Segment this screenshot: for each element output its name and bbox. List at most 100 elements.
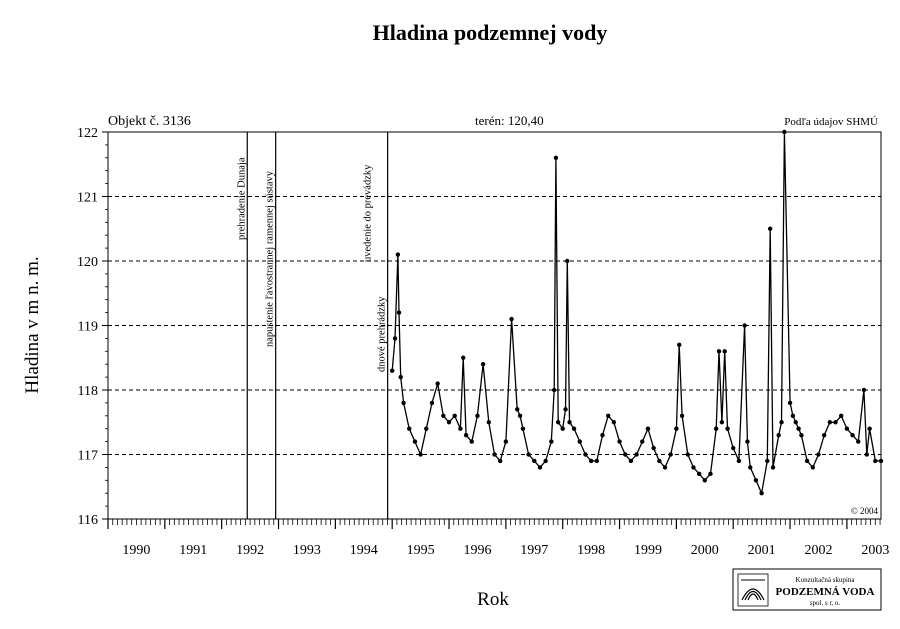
data-point	[668, 452, 673, 457]
copyright-text: © 2004	[851, 506, 879, 516]
data-point	[407, 426, 412, 431]
data-point	[844, 426, 850, 431]
data-point	[861, 387, 867, 393]
data-point	[543, 458, 548, 464]
data-point	[480, 362, 486, 367]
data-point	[401, 400, 406, 406]
x-tick-label: 1997	[520, 543, 548, 558]
y-axis: 116 117 118 119 120 121 122	[77, 126, 108, 528]
data-point	[767, 226, 773, 231]
data-point	[787, 400, 793, 406]
data-point	[594, 458, 600, 464]
data-point	[679, 413, 685, 418]
object-label: Objekt č. 3136	[108, 114, 191, 129]
data-point	[435, 381, 440, 386]
data-point	[736, 458, 742, 464]
gridlines	[108, 196, 881, 455]
data-point	[674, 426, 679, 431]
data-point	[827, 420, 833, 425]
data-point	[745, 439, 750, 444]
data-point	[617, 439, 622, 444]
data-point	[651, 445, 656, 451]
data-point	[583, 452, 588, 457]
x-tick-label: 1992	[236, 543, 264, 558]
data-point	[551, 387, 557, 393]
data-point	[685, 452, 690, 457]
data-point	[412, 439, 418, 444]
data-point	[537, 465, 543, 470]
x-tick-label: 2002	[804, 543, 832, 558]
data-point	[492, 452, 497, 457]
data-point	[441, 413, 446, 418]
data-point	[398, 374, 403, 380]
data-point	[475, 413, 480, 418]
data-point	[716, 349, 722, 354]
data-point	[446, 420, 452, 425]
data-point	[833, 420, 838, 425]
data-point	[770, 465, 776, 470]
data-point	[677, 342, 682, 348]
x-tick-label: 1994	[350, 543, 378, 558]
x-axis-label: Rok	[477, 589, 509, 610]
data-point	[662, 465, 668, 470]
data-point	[804, 458, 810, 464]
data-point	[611, 420, 617, 425]
data-point	[565, 258, 570, 264]
data-point	[708, 471, 713, 477]
x-tick-label: 1996	[463, 543, 491, 558]
data-point	[588, 458, 594, 464]
logo-emblem-icon	[737, 573, 769, 607]
x-tick-label: 1991	[179, 543, 207, 558]
y-tick-label: 118	[78, 384, 98, 399]
data-point	[461, 355, 466, 360]
event-label: napustenie ľavostrannej ramennej sústavy	[265, 170, 276, 347]
data-point	[742, 323, 747, 328]
data-point	[810, 465, 815, 470]
data-point	[571, 426, 577, 431]
data-point	[748, 465, 753, 470]
data-point	[696, 471, 702, 477]
data-point	[864, 452, 869, 457]
terrain-label: terén: 120,40	[475, 113, 544, 128]
data-point	[628, 458, 634, 464]
x-tick-label: 2003	[861, 543, 889, 558]
data-point	[816, 452, 821, 457]
data-point	[640, 439, 645, 444]
data-point	[691, 465, 696, 470]
data-point	[821, 432, 827, 438]
data-point	[567, 420, 572, 425]
data-point	[765, 458, 770, 464]
x-axis: 1990 1991 1992 1993 1994 1995 1996 1997 1998 1999…	[107, 519, 889, 558]
x-tick-label: 1995	[407, 543, 435, 558]
data-point	[779, 420, 784, 425]
data-point	[878, 458, 884, 464]
data-point	[790, 413, 796, 418]
series-group	[389, 129, 884, 496]
event-label: prehradenie Dunaja	[236, 157, 247, 240]
data-point	[796, 426, 801, 431]
data-point	[549, 439, 554, 444]
data-point	[486, 420, 492, 425]
data-point	[526, 452, 531, 457]
y-tick-label: 117	[78, 449, 98, 464]
data-point	[515, 407, 520, 412]
company-logo: Konzultačná skupina PODZEMNÁ VODA spol. …	[732, 568, 882, 611]
x-tick-label: 1998	[577, 543, 605, 558]
data-point	[731, 445, 736, 451]
logo-line3: spol. s r. o.	[810, 599, 841, 607]
data-point	[856, 439, 861, 444]
y-tick-label: 120	[77, 255, 98, 270]
y-tick-label: 119	[78, 320, 98, 335]
data-point	[793, 420, 798, 425]
data-point	[645, 426, 651, 431]
x-tick-label: 1993	[293, 543, 321, 558]
data-point	[553, 155, 559, 160]
data-point	[396, 310, 402, 315]
data-point	[469, 439, 474, 444]
data-point	[418, 452, 423, 457]
data-point	[623, 452, 628, 457]
data-point	[577, 439, 582, 444]
data-point	[722, 349, 727, 354]
data-point	[600, 432, 605, 438]
